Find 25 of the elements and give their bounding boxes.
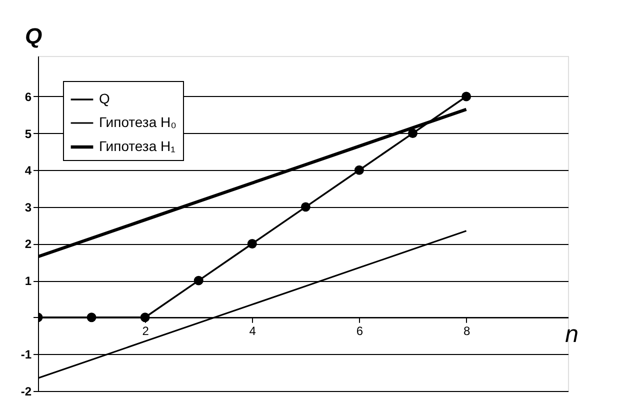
point <box>462 92 472 102</box>
y-tick-label: 2 <box>24 237 32 252</box>
point <box>194 276 204 286</box>
x-axis-title: n <box>565 320 578 348</box>
point <box>354 165 364 175</box>
y-axis-title: Q <box>24 24 42 48</box>
x-tick-label: 8 <box>463 324 470 338</box>
point <box>247 239 257 248</box>
y-tick-label: 1 <box>24 274 32 288</box>
x-tick-label: 6 <box>356 324 364 338</box>
y-tick-label: -2 <box>20 384 32 398</box>
y-tick-label: 6 <box>24 90 32 104</box>
x-tick-label: 4 <box>249 324 256 338</box>
y-tick-label: 3 <box>24 200 32 214</box>
y-tick-label: 4 <box>24 164 32 178</box>
y-tick-label: -1 <box>20 348 32 362</box>
legend-label: Гипотеза H₀ <box>99 114 177 130</box>
point <box>86 312 96 322</box>
x-tick-label: 2 <box>142 324 150 338</box>
point <box>408 128 418 138</box>
legend-label: Q <box>99 90 110 106</box>
point <box>300 202 310 212</box>
legend-label: Гипотеза H₁ <box>99 138 176 154</box>
y-tick-label: 5 <box>24 126 32 141</box>
point <box>140 312 150 322</box>
